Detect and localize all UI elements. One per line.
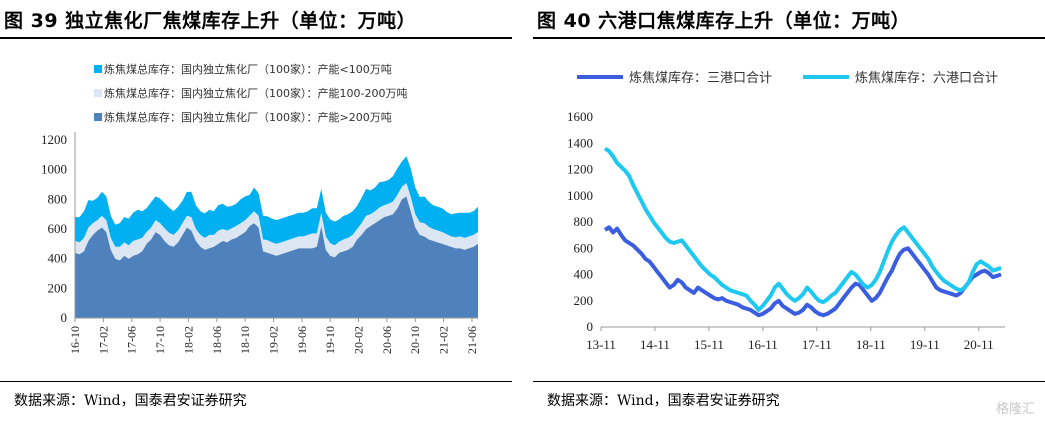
watermark-logo: 格隆汇 (995, 402, 1035, 417)
area-series-mid (75, 183, 478, 261)
source-rule (533, 381, 1045, 382)
x-tick-label: 19-02 (266, 326, 280, 354)
x-tick-label: 13-11 (586, 337, 616, 352)
series-line-1 (603, 146, 1002, 312)
x-tick-label: 19-11 (910, 337, 940, 352)
y-tick-label: 1000 (567, 188, 593, 203)
legend-swatch-large (94, 113, 102, 121)
source-note: 数据来源：Wind，国泰君安证券研究 (14, 393, 247, 409)
y-tick-label: 0 (61, 310, 68, 325)
x-tick-label: 20-10 (408, 326, 422, 354)
chart-title: 图 39 独立焦化厂焦煤库存上升（单位：万吨） (4, 10, 417, 32)
x-tick-label: 17-02 (96, 326, 110, 354)
figure-40-panel: 图 40 六港口焦煤库存上升（单位：万吨） 炼焦煤库存：三港口合计 炼焦煤库存：六… (533, 0, 1045, 422)
title-rule (0, 37, 512, 39)
x-tick-label: 16-10 (68, 326, 82, 354)
legend-swatch-small (94, 65, 102, 73)
y-tick-label: 800 (48, 191, 68, 206)
y-tick-label: 1000 (41, 162, 67, 177)
y-tick-label: 600 (48, 221, 68, 236)
x-tick-label: 18-06 (210, 326, 224, 354)
legend-label-large: 炼焦煤总库存：国内独立焦化厂（100家）：产能>200万吨 (104, 110, 392, 124)
area-series-large (75, 196, 478, 318)
y-tick-label: 1200 (41, 132, 67, 147)
y-tick-label: 400 (574, 267, 594, 282)
figure-39-panel: 图 39 独立焦化厂焦煤库存上升（单位：万吨） 炼焦煤总库存：国内独立焦化厂（1… (0, 0, 512, 422)
legend-label-0: 炼焦煤库存：三港口合计 (629, 70, 772, 86)
series-line-0 (603, 225, 1002, 318)
legend-label-small: 炼焦煤总库存：国内独立焦化厂（100家）：产能<100万吨 (104, 62, 392, 76)
x-tick-label: 14-11 (640, 337, 670, 352)
x-tick-label: 17-11 (802, 337, 832, 352)
chart-title: 图 40 六港口焦煤库存上升（单位：万吨） (537, 10, 911, 32)
x-tick-label: 19-06 (295, 326, 309, 354)
x-tick-label: 15-11 (694, 337, 724, 352)
x-tick-label: 17-10 (153, 326, 167, 354)
x-tick-label: 20-06 (380, 326, 394, 354)
y-tick-label: 1400 (567, 135, 593, 150)
y-tick-label: 1200 (567, 162, 593, 177)
x-tick-label: 19-10 (323, 326, 337, 354)
stacked-area-chart: 炼焦煤总库存：国内独立焦化厂（100家）：产能<100万吨炼焦煤总库存：国内独立… (41, 62, 479, 354)
y-tick-label: 200 (48, 280, 68, 295)
source-rule (0, 381, 512, 382)
y-tick-label: 0 (587, 319, 594, 334)
x-tick-label: 18-02 (181, 326, 195, 354)
y-tick-label: 200 (574, 293, 594, 308)
y-tick-label: 400 (48, 251, 68, 266)
y-tick-label: 600 (574, 240, 594, 255)
area-series-small (75, 156, 478, 247)
x-tick-label: 16-11 (748, 337, 778, 352)
legend-swatch-mid (94, 89, 102, 97)
x-tick-label: 20-02 (352, 326, 366, 354)
x-tick-label: 20-11 (964, 337, 994, 352)
x-tick-label: 18-11 (856, 337, 886, 352)
x-tick-label: 21-02 (437, 326, 451, 354)
line-chart: 炼焦煤库存：三港口合计 炼焦煤库存：六港口合计 0 200 400 600 800 1000 1… (567, 70, 1005, 352)
y-tick-label: 800 (574, 214, 594, 229)
legend-label-mid: 炼焦煤总库存：国内独立焦化厂（100家）：产能100-200万吨 (104, 86, 407, 100)
source-note: 数据来源：Wind，国泰君安证券研究 (547, 393, 780, 409)
legend-label-1: 炼焦煤库存：六港口合计 (855, 70, 998, 86)
x-tick-label: 21-06 (465, 326, 479, 354)
x-tick-label: 17-06 (125, 326, 139, 354)
title-rule (533, 37, 1045, 39)
y-tick-label: 1600 (567, 109, 593, 124)
x-tick-label: 18-10 (238, 326, 252, 354)
